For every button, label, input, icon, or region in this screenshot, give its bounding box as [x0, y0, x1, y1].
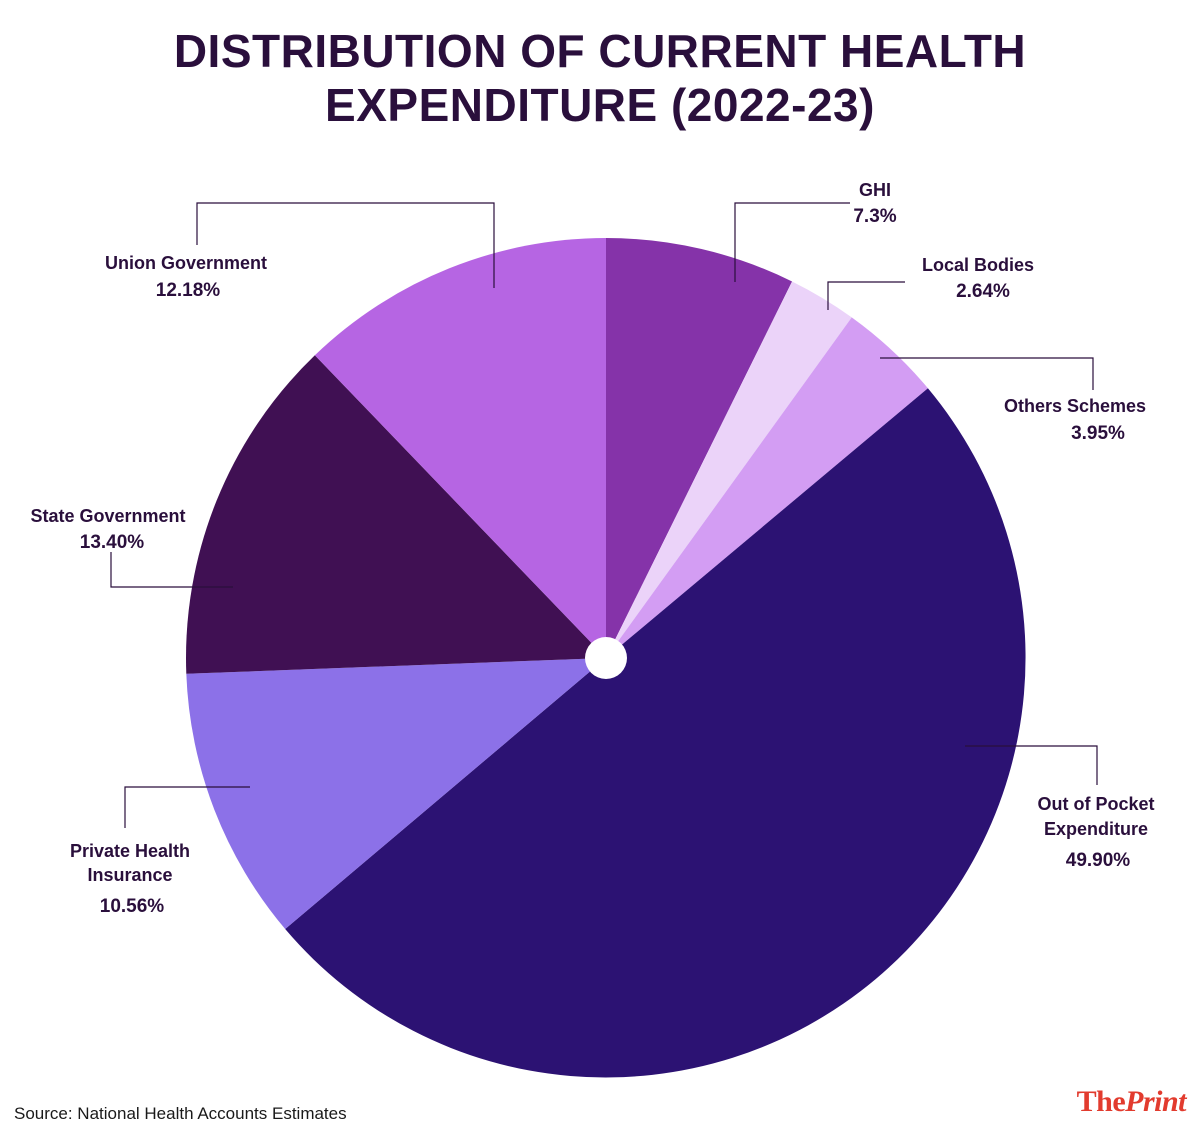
slice-value-ghi: 7.3%	[853, 206, 896, 227]
pie-slice-union-government	[314, 238, 606, 658]
logo-word-the: The	[1076, 1085, 1126, 1118]
slice-label-ghi: GHI	[859, 180, 891, 200]
slice-label-private-health-insurance-line-1: Private Health	[70, 841, 190, 861]
slice-label-others-schemes: Others Schemes	[1004, 396, 1146, 416]
leader-line-local-bodies	[827, 281, 905, 310]
pie-slices	[186, 238, 1026, 1078]
pie-slice-others-schemes	[606, 317, 928, 658]
chart-title-line-2: EXPENDITURE (2022-23)	[325, 79, 875, 131]
leader-line-union-government	[196, 202, 495, 288]
theprint-logo: ThePrint	[1076, 1085, 1187, 1119]
leader-line-out-of-pocket-expenditure	[965, 745, 1098, 785]
slice-value-local-bodies: 2.64%	[956, 281, 1010, 302]
pie-slice-state-government	[186, 355, 606, 674]
pie-center-dot	[585, 637, 627, 679]
chart-title: DISTRIBUTION OF CURRENT HEALTH EXPENDITU…	[0, 24, 1200, 132]
slice-label-out-of-pocket-expenditure-line-2: Expenditure	[1044, 819, 1148, 839]
leader-line-state-government	[110, 552, 233, 588]
slice-label-state-government: State Government	[30, 506, 185, 526]
pie-slice-private-health-insurance	[186, 658, 607, 930]
chart-title-line-1: DISTRIBUTION OF CURRENT HEALTH	[173, 25, 1027, 77]
pie-labels: GHI 7.3% Local Bodies 2.64% Others Schemes 3.…	[30, 180, 1154, 917]
leader-line-private-health-insurance	[124, 786, 250, 828]
slice-label-private-health-insurance-line-2: Insurance	[87, 865, 172, 885]
pie-slice-out-of-pocket-expenditure	[285, 388, 1026, 1078]
leader-line-ghi	[734, 202, 850, 282]
slice-value-others-schemes: 3.95%	[1071, 423, 1125, 444]
slice-value-state-government: 13.40%	[80, 532, 145, 553]
logo-word-print: Print	[1125, 1085, 1186, 1118]
source-note: Source: National Health Accounts Estimat…	[14, 1104, 347, 1123]
pie-slice-local-bodies	[606, 281, 852, 658]
slice-label-out-of-pocket-expenditure-line-1: Out of Pocket	[1037, 794, 1154, 814]
leader-line-others-schemes	[880, 357, 1094, 390]
slice-value-out-of-pocket-expenditure: 49.90%	[1066, 850, 1131, 871]
pie-slice-ghi	[606, 238, 793, 658]
slice-label-local-bodies: Local Bodies	[922, 255, 1034, 275]
slice-value-private-health-insurance: 10.56%	[100, 896, 165, 917]
slice-value-union-government: 12.18%	[156, 280, 221, 301]
slice-label-union-government: Union Government	[105, 253, 267, 273]
